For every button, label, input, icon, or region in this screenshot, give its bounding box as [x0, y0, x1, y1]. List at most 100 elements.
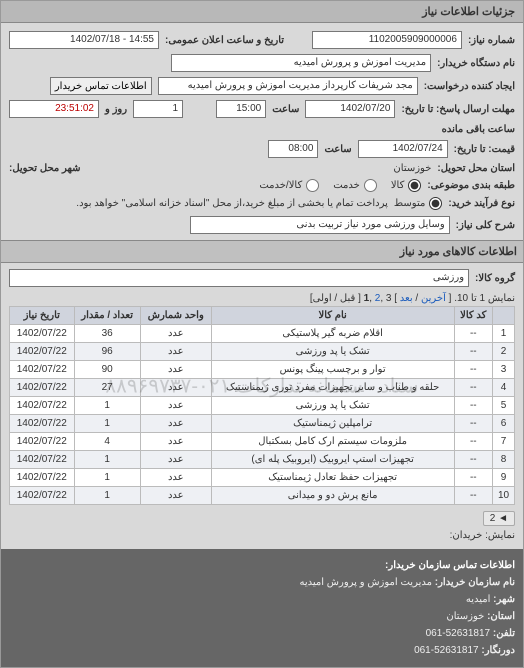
hour-label-1: ساعت [272, 104, 299, 115]
buyer-field: مدیریت اموزش و پرورش امیدیه [171, 54, 431, 72]
table-cell: ترامپلین ژیمناستیک [211, 415, 454, 433]
table-cell: 3 [493, 361, 515, 379]
table-header: کد کالا [454, 307, 493, 325]
table-row: 1--اقلام ضربه گیر پلاستیکیعدد361402/07/2… [10, 325, 515, 343]
pager-last-link[interactable]: آخرین [421, 293, 446, 304]
table-row: 10--مانع پرش دو و میدانیعدد11402/07/22 [10, 487, 515, 505]
table-header: تعداد / مقدار [74, 307, 140, 325]
table-cell: -- [454, 451, 493, 469]
table-cell: 1402/07/22 [10, 469, 75, 487]
table-cell: اقلام ضربه گیر پلاستیکی [211, 325, 454, 343]
table-cell: عدد [140, 325, 211, 343]
table-cell: 1402/07/22 [10, 379, 75, 397]
table-cell: تجهیزات استپ ایروبیک (ایروبیک پله ای) [211, 451, 454, 469]
process-label: نوع فرآیند خرید: [448, 198, 515, 209]
table-cell: عدد [140, 469, 211, 487]
province-value: خوزستان [393, 163, 431, 174]
table-cell: -- [454, 343, 493, 361]
table-row: 7--ملزومات سیستم ارک کامل بسکتبالعدد4140… [10, 433, 515, 451]
need-no-label: شماره نیاز: [468, 35, 515, 46]
radio-service[interactable]: خدمت [333, 179, 377, 192]
deadline-date-field: 1402/07/20 [305, 100, 395, 118]
table-cell: -- [454, 487, 493, 505]
table-cell: 96 [74, 343, 140, 361]
table-cell: توار و برچسب پینگ پونس [211, 361, 454, 379]
price-until-label: قیمت: تا تاریخ: [454, 144, 515, 155]
city-label: شهر محل تحویل: [9, 163, 81, 174]
hour-label-2: ساعت [324, 144, 351, 155]
table-cell: 1402/07/22 [10, 343, 75, 361]
table-cell: 1402/07/22 [10, 361, 75, 379]
radio-goods[interactable]: کالا [391, 179, 422, 192]
table-cell: 9 [493, 469, 515, 487]
table-header: تاریخ نیاز [10, 307, 75, 325]
table-header: نام کالا [211, 307, 454, 325]
price-hour-field: 08:00 [268, 140, 318, 158]
table-cell: 1402/07/22 [10, 325, 75, 343]
radio-medium-input[interactable] [429, 197, 442, 210]
table-cell: 4 [74, 433, 140, 451]
table-cell: 27 [74, 379, 140, 397]
table-cell: -- [454, 433, 493, 451]
table-cell: 1 [74, 469, 140, 487]
pager-bottom-label: نمایش: خریدان: [450, 530, 515, 541]
table-row: 8--تجهیزات استپ ایروبیک (ایروبیک پله ای)… [10, 451, 515, 469]
table-cell: 1 [74, 397, 140, 415]
table-cell: -- [454, 361, 493, 379]
pager-top: نمایش 1 تا 10. [ آخرین / بعد ] 3 ,2 ,1 [… [9, 293, 515, 304]
group-field: ورزشی [9, 269, 469, 287]
buyer-contact-button[interactable]: اطلاعات تماس خریدار [50, 77, 152, 95]
goods-table-wrap: کد کالانام کالاواحد شمارشتعداد / مقدارتا… [9, 306, 515, 505]
price-date-field: 1402/07/24 [358, 140, 448, 158]
table-cell: -- [454, 379, 493, 397]
table-cell: 1402/07/22 [10, 487, 75, 505]
table-cell: عدد [140, 343, 211, 361]
footer-title: اطلاعات تماس سازمان خریدار: [9, 557, 515, 574]
creator-field: مجد شریفات کارپرداز مدیریت اموزش و پرورش… [158, 77, 418, 95]
table-cell: -- [454, 397, 493, 415]
table-cell: 1 [74, 487, 140, 505]
process-radio-group: متوسط [394, 197, 442, 210]
radio-service-input[interactable] [364, 179, 377, 192]
table-cell: 10 [493, 487, 515, 505]
table-cell: عدد [140, 397, 211, 415]
buyer-label: نام دستگاه خریدار: [437, 58, 515, 69]
table-cell: عدد [140, 361, 211, 379]
radio-both[interactable]: کالا/خدمت [259, 179, 319, 192]
pager-next-link[interactable]: بعد [400, 293, 413, 304]
panel-title: جزئیات اطلاعات نیاز [1, 1, 523, 23]
table-cell: تجهیزات حفظ تعادل ژیمناستیک [211, 469, 454, 487]
creator-label: ایجاد کننده درخواست: [424, 81, 515, 92]
radio-both-input[interactable] [306, 179, 319, 192]
pager-chip-next[interactable]: ◄ 2 [483, 511, 515, 526]
table-header: واحد شمارش [140, 307, 211, 325]
table-cell: عدد [140, 451, 211, 469]
deadline-hour-field: 15:00 [216, 100, 266, 118]
group-label: گروه کالا: [475, 273, 515, 284]
goods-table: کد کالانام کالاواحد شمارشتعداد / مقدارتا… [9, 306, 515, 505]
need-details-panel: جزئیات اطلاعات نیاز شماره نیاز: 11020059… [0, 0, 524, 668]
classif-radio-group: کالا خدمت کالا/خدمت [259, 179, 421, 192]
days-word: روز و [105, 104, 127, 115]
table-cell: -- [454, 325, 493, 343]
table-cell: تشک یا پد ورزشی [211, 397, 454, 415]
announce-label: تاریخ و ساعت اعلان عمومی: [165, 35, 284, 46]
table-cell: ملزومات سیستم ارک کامل بسکتبال [211, 433, 454, 451]
buyer-contact-footer: اطلاعات تماس سازمان خریدار: نام سازمان خ… [1, 549, 523, 667]
radio-medium[interactable]: متوسط [394, 197, 442, 210]
radio-goods-input[interactable] [408, 179, 421, 192]
classif-label: طبقه بندی موضوعی: [427, 180, 515, 191]
remain-days-field: 1 [133, 100, 183, 118]
announce-field: 14:55 - 1402/07/18 [9, 31, 159, 49]
pager-bottom: ◄ 2 نمایش: خریدان: [9, 509, 515, 541]
table-header [493, 307, 515, 325]
table-cell: 5 [493, 397, 515, 415]
table-row: 3--توار و برچسب پینگ پونسعدد901402/07/22 [10, 361, 515, 379]
remain-time-field: 23:51:02 [9, 100, 99, 118]
table-cell: 7 [493, 433, 515, 451]
table-cell: 1402/07/22 [10, 433, 75, 451]
table-cell: 1402/07/22 [10, 397, 75, 415]
table-cell: 8 [493, 451, 515, 469]
table-cell: -- [454, 415, 493, 433]
table-cell: عدد [140, 487, 211, 505]
